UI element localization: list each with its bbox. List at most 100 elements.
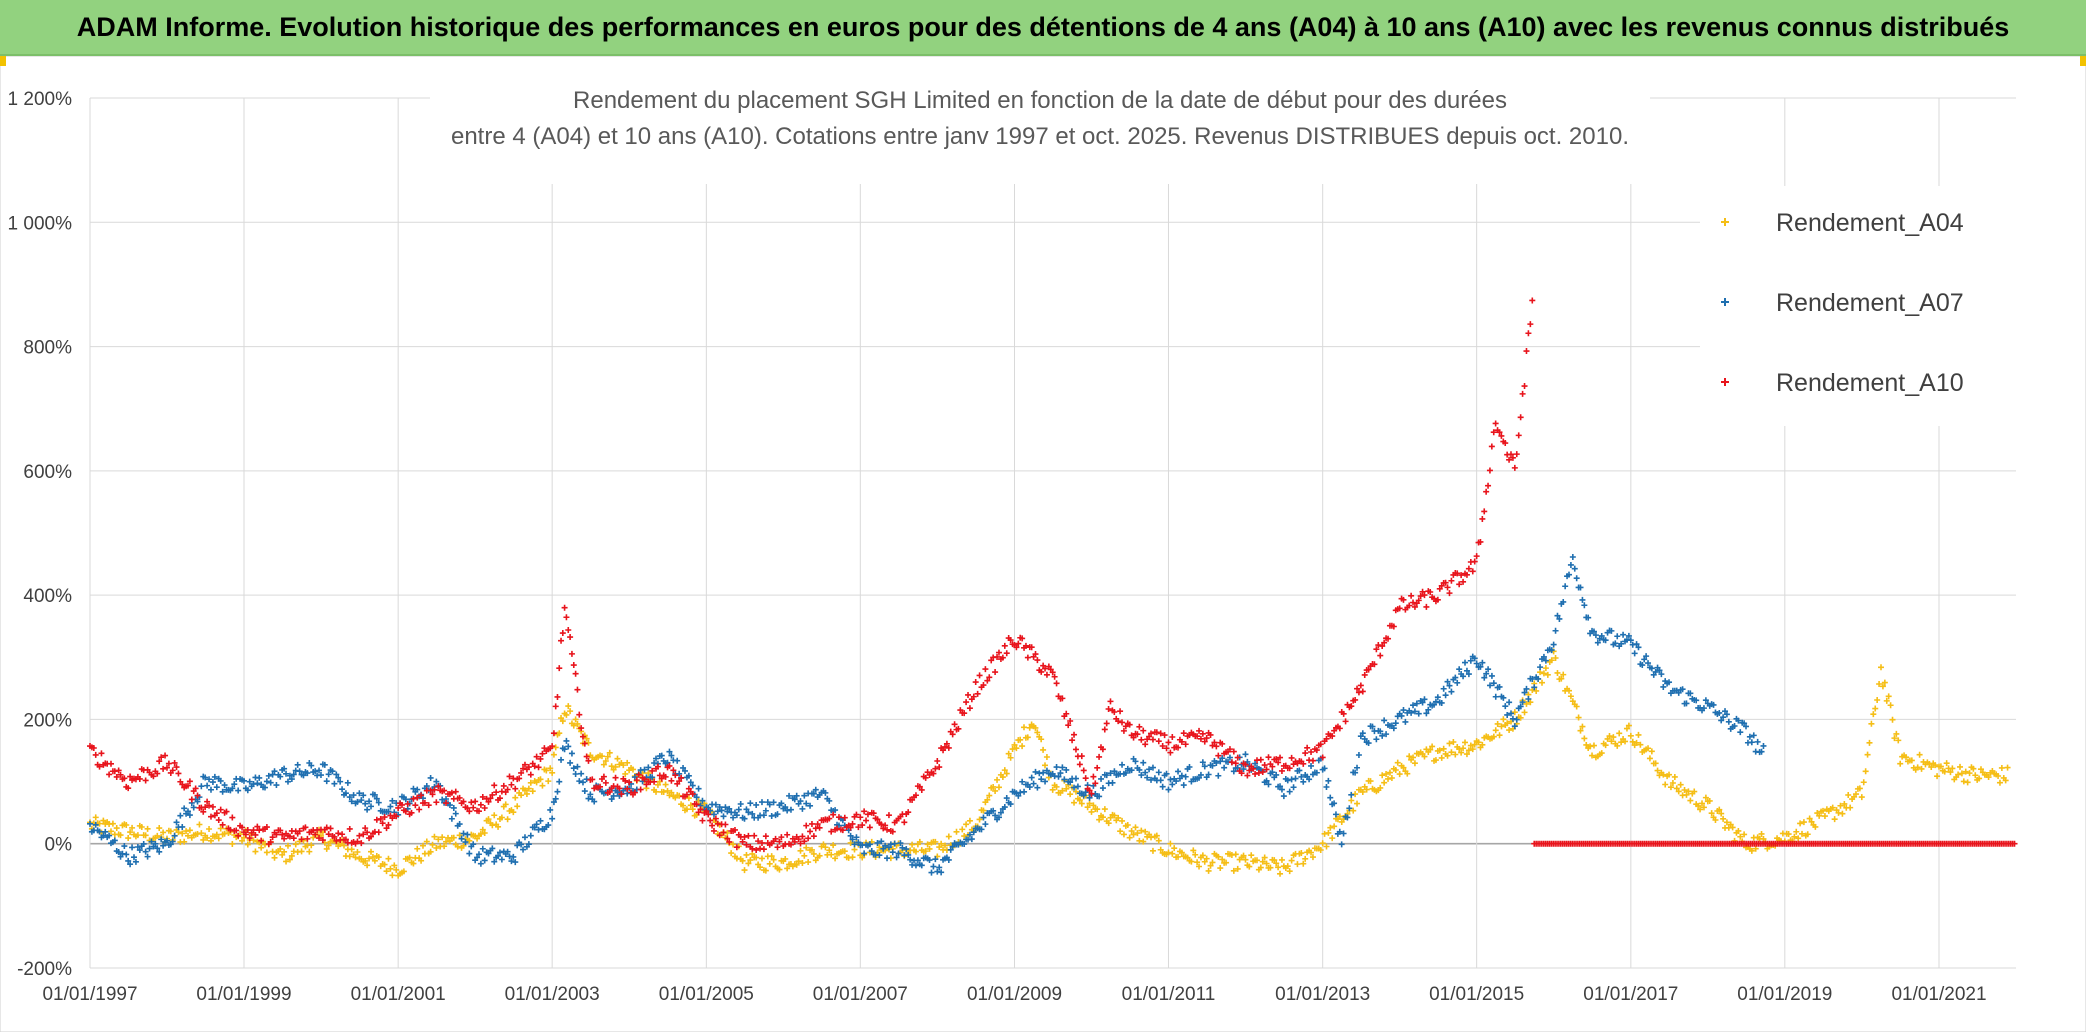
data-point xyxy=(714,808,721,815)
data-point xyxy=(1460,745,1467,752)
data-point xyxy=(1105,820,1112,827)
data-point xyxy=(1502,703,1509,710)
data-point xyxy=(1119,817,1126,824)
data-point xyxy=(1408,709,1415,716)
data-point xyxy=(134,843,141,850)
data-point xyxy=(1361,671,1368,678)
data-point xyxy=(554,788,561,795)
data-point xyxy=(1009,746,1016,753)
data-point xyxy=(1385,775,1392,782)
x-tick-label: 01/01/2017 xyxy=(1583,984,1678,1005)
data-point xyxy=(1078,753,1085,760)
data-point xyxy=(389,797,396,804)
data-point xyxy=(1180,730,1187,737)
data-point xyxy=(668,752,675,759)
data-point xyxy=(1149,847,1156,854)
data-point xyxy=(1076,761,1083,768)
data-point xyxy=(554,693,561,700)
data-point xyxy=(545,778,552,785)
data-point xyxy=(1471,655,1478,662)
data-point xyxy=(154,770,161,777)
data-point xyxy=(1448,577,1455,584)
data-point xyxy=(348,846,355,853)
data-point xyxy=(1652,760,1659,767)
data-point xyxy=(200,808,207,815)
data-point xyxy=(1633,739,1640,746)
data-point xyxy=(1490,429,1497,436)
data-point xyxy=(1302,855,1309,862)
data-point xyxy=(410,795,417,802)
data-point xyxy=(1323,735,1330,742)
data-point xyxy=(930,863,937,870)
data-point xyxy=(173,819,180,826)
data-point xyxy=(1323,843,1330,850)
data-point xyxy=(709,822,716,829)
data-point xyxy=(1408,592,1415,599)
data-point xyxy=(186,827,193,834)
data-point xyxy=(1463,571,1470,578)
data-point xyxy=(111,837,118,844)
data-point xyxy=(645,764,652,771)
data-point xyxy=(965,691,972,698)
data-point xyxy=(1165,739,1172,746)
data-point xyxy=(1250,765,1257,772)
data-point xyxy=(631,789,638,796)
data-point xyxy=(107,760,114,767)
data-point xyxy=(970,693,977,700)
data-point xyxy=(456,832,463,839)
data-point xyxy=(1523,348,1530,355)
data-point xyxy=(891,840,898,847)
data-point xyxy=(1159,742,1166,749)
data-point xyxy=(1446,590,1453,597)
data-point xyxy=(263,778,270,785)
data-point xyxy=(774,844,781,851)
data-point xyxy=(495,852,502,859)
data-point xyxy=(261,784,268,791)
data-point xyxy=(375,854,382,861)
data-point xyxy=(1057,770,1064,777)
data-point xyxy=(799,805,806,812)
data-point xyxy=(878,821,885,828)
data-point xyxy=(446,802,453,809)
data-point xyxy=(1205,771,1212,778)
data-point xyxy=(213,784,220,791)
data-point xyxy=(1695,802,1702,809)
data-point xyxy=(1132,758,1139,765)
data-point xyxy=(160,829,167,836)
data-point xyxy=(393,866,400,873)
data-point xyxy=(1101,806,1108,813)
data-point xyxy=(984,677,991,684)
data-point xyxy=(1280,793,1287,800)
data-point xyxy=(350,851,357,858)
data-point xyxy=(1278,786,1285,793)
data-point xyxy=(1184,854,1191,861)
data-point xyxy=(1610,734,1617,741)
data-point xyxy=(853,834,860,841)
data-point xyxy=(1142,769,1149,776)
data-point xyxy=(460,830,467,837)
data-point xyxy=(452,788,459,795)
data-point xyxy=(395,804,402,811)
data-point xyxy=(570,722,577,729)
data-point xyxy=(258,844,265,851)
data-point xyxy=(1213,759,1220,766)
data-point xyxy=(414,845,421,852)
data-point xyxy=(450,804,457,811)
data-point xyxy=(1273,771,1280,778)
data-point xyxy=(1469,568,1476,575)
data-point xyxy=(1153,729,1160,736)
data-point xyxy=(814,821,821,828)
data-point xyxy=(797,847,804,854)
data-point xyxy=(1702,697,1709,704)
data-point xyxy=(699,817,706,824)
data-point xyxy=(533,821,540,828)
data-point xyxy=(622,777,629,784)
data-point xyxy=(849,854,856,861)
data-point xyxy=(591,798,598,805)
data-point xyxy=(427,848,434,855)
data-point xyxy=(416,806,423,813)
data-point xyxy=(1344,814,1351,821)
data-point xyxy=(762,807,769,814)
data-point xyxy=(1215,752,1222,759)
data-point xyxy=(572,771,579,778)
